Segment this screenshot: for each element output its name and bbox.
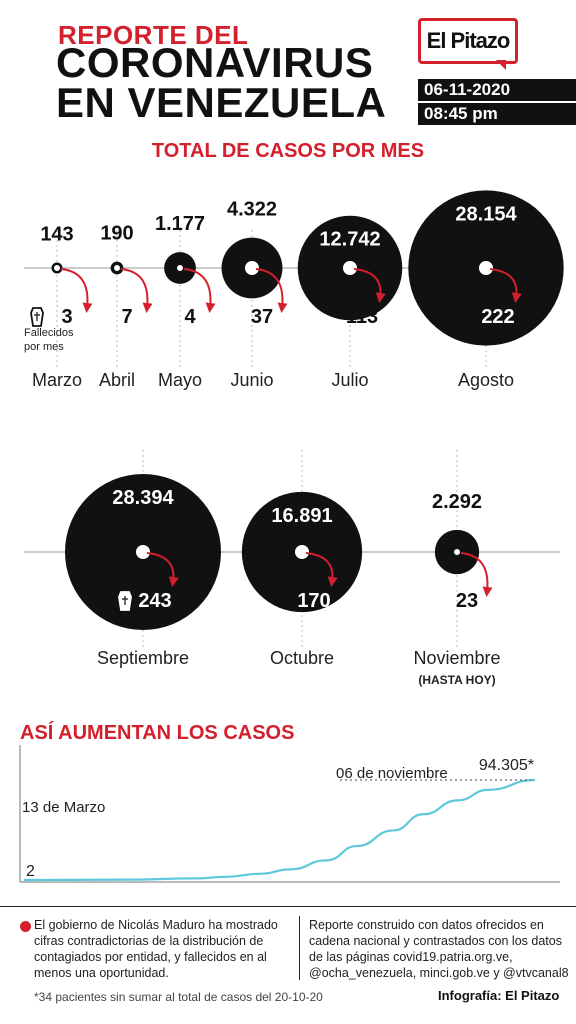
end-value-label: 94.305*: [479, 757, 534, 774]
cases-label-julio: 12.742: [319, 229, 380, 251]
cases-label-noviembre: 2.292: [432, 491, 482, 513]
cases-label-octubre: 16.891: [271, 505, 332, 527]
month-label-abril: Abril: [99, 370, 135, 390]
bubble-chart-row-2: 28.394 243 Septiembre 16.891 170 Octubre 2.292…: [24, 450, 560, 687]
cases-label-mayo: 1.177: [155, 213, 205, 235]
month-label-mayo: Mayo: [158, 370, 202, 390]
report-date: 06-11-2020: [418, 79, 576, 101]
arrow-agosto: [489, 268, 522, 303]
bubble-center-noviembre: [454, 549, 460, 555]
arrow-mayo: [183, 268, 216, 313]
deaths-value-agosto: 222: [481, 306, 514, 328]
bubble-center-septiembre: [136, 545, 150, 559]
title-line-3: EN VENEZUELA: [56, 79, 387, 126]
deaths-label-line-1: Fallecidos: [24, 327, 74, 339]
arrow-octubre: [305, 552, 338, 587]
bubble-center-julio: [343, 261, 357, 275]
cases-label-abril: 190: [100, 223, 133, 245]
cases-label-junio: 4.322: [227, 199, 277, 221]
note-government: El gobierno de Nicolás Maduro ha mostrad…: [34, 918, 278, 980]
notes-divider: [299, 916, 300, 980]
bubble-center-agosto: [479, 261, 493, 275]
month-label-agosto: Agosto: [458, 370, 514, 390]
deaths-value-octubre: 170: [297, 590, 330, 612]
footer-divider: [0, 906, 576, 907]
arrow-abril: [120, 268, 153, 313]
deaths-value-abril: 7: [121, 306, 132, 328]
el-pitazo-logo: El Pitazo: [418, 18, 518, 64]
cumulative-line-chart: 06 de noviembre 94.305* 13 de Marzo 2: [19, 745, 560, 883]
bubble-chart-row-1: 143 3 Marzo 190 7 Abril 1.177 4 Mayo 4.322 37 Junio…: [24, 190, 564, 390]
section-title-monthly: TOTAL DE CASOS POR MES: [151, 140, 425, 162]
arrow-noviembre: [460, 552, 493, 597]
cases-label-agosto: 28.154: [455, 203, 517, 225]
logo-speech-tail: [496, 60, 506, 70]
deaths-label-line-2: por mes: [24, 341, 64, 353]
cases-line: [23, 778, 536, 882]
bubble-center-mayo: [177, 265, 183, 271]
bubble-center-octubre: [295, 545, 309, 559]
deaths-value-septiembre: 243: [138, 590, 171, 612]
arrow-marzo: [60, 268, 93, 313]
cases-label-marzo: 143: [40, 223, 73, 245]
title-line-2: CORONAVIRUS: [56, 39, 374, 86]
month-label-junio: Junio: [230, 370, 273, 390]
month-label-julio: Julio: [331, 370, 368, 390]
report-time: 08:45 pm: [418, 103, 576, 125]
cases-label-septiembre: 28.394: [112, 487, 174, 509]
start-date-label: 13 de Marzo: [22, 799, 105, 816]
month-label-septiembre: Septiembre: [97, 648, 189, 668]
bubble-center-abril: [114, 265, 120, 271]
deaths-value-julio: 113: [346, 306, 378, 328]
end-date-label: 06 de noviembre: [336, 765, 448, 782]
arrow-septiembre: [146, 552, 179, 587]
arrow-julio: [353, 268, 386, 303]
footnote: *34 pacientes sin sumar al total de caso…: [34, 990, 323, 1004]
note-sources: Reporte construido con datos ofrecidos e…: [309, 918, 569, 980]
deaths-value-noviembre: 23: [456, 590, 478, 612]
bullet-dot: [20, 921, 31, 932]
bubble-center-junio: [245, 261, 259, 275]
section-title-cumulative: ASÍ AUMENTAN LOS CASOS: [20, 722, 295, 744]
bubble-center-marzo: [54, 265, 60, 271]
month-label-octubre: Octubre: [270, 648, 334, 668]
month-label-noviembre: Noviembre: [413, 648, 500, 668]
arrow-junio: [255, 268, 288, 313]
title-line-1: REPORTE DEL: [58, 20, 249, 50]
deaths-value-marzo: 3: [61, 306, 72, 328]
month-label-marzo: Marzo: [32, 370, 82, 390]
month-sublabel-noviembre: (HASTA HOY): [418, 673, 495, 687]
deaths-value-junio: 37: [251, 306, 273, 328]
start-value-label: 2: [26, 863, 35, 880]
infographic-credit: Infografía: El Pitazo: [438, 988, 560, 1003]
deaths-value-mayo: 4: [184, 306, 196, 328]
